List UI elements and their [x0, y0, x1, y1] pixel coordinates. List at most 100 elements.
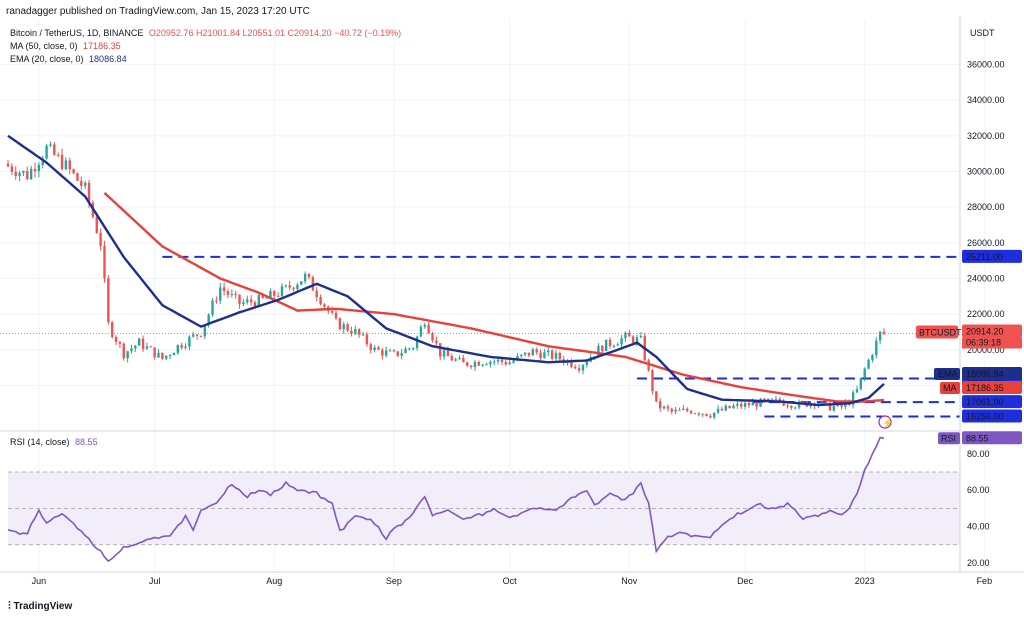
candle-body	[134, 345, 137, 349]
tradingview-logo[interactable]: ⫶ TradingView	[8, 600, 72, 613]
candle-body	[875, 340, 878, 356]
candle-body	[631, 336, 635, 343]
candle-body	[871, 355, 874, 360]
price-tick-label: 28000.00	[967, 202, 1005, 212]
candle-body	[10, 166, 14, 172]
ma-value-tag-bg	[962, 381, 1022, 394]
alert-lightning-icon	[878, 415, 892, 429]
candle-body	[450, 356, 453, 361]
candle-body	[14, 171, 17, 177]
ema-legend[interactable]: EMA (20, close, 0) 18086.84	[10, 54, 127, 64]
candle-body	[458, 357, 461, 360]
candle-body	[500, 359, 504, 363]
rsi-value-tag-bg	[962, 431, 1022, 445]
price-level-tag-bg	[962, 395, 1022, 409]
candle-body	[161, 352, 164, 359]
candle-body	[215, 300, 218, 302]
candle-body	[64, 160, 68, 170]
candle-body	[520, 354, 523, 356]
candle-body	[276, 295, 280, 297]
time-tick-label: Sep	[386, 576, 402, 586]
candle-body	[612, 345, 616, 347]
candle-body	[685, 408, 689, 412]
symbol-legend[interactable]: Bitcoin / TetherUS, 1D, BINANCE O20952.7…	[10, 28, 401, 38]
candle-body	[724, 405, 727, 411]
candle-body	[504, 362, 508, 365]
candle-body	[840, 403, 843, 407]
candle-body	[855, 389, 859, 393]
candle-body	[415, 336, 419, 349]
candle-body	[404, 348, 407, 354]
ema-name-tag-bg	[934, 368, 960, 380]
candle-body	[165, 355, 168, 359]
candle-body	[357, 328, 361, 335]
candle-body	[226, 291, 230, 295]
candle-body	[273, 291, 276, 296]
ma-legend[interactable]: MA (50, close, 0) 17186.35	[10, 41, 121, 51]
candle-body	[674, 409, 677, 412]
candle-body	[508, 362, 511, 365]
candle-body	[431, 333, 434, 341]
price-tick-label: 22000.00	[967, 309, 1005, 319]
candle-body	[188, 336, 191, 347]
candle-body	[195, 334, 199, 336]
candle-body	[319, 297, 322, 305]
candle-body	[373, 347, 376, 351]
candle-body	[767, 398, 770, 401]
candle-body	[168, 355, 172, 357]
candle-body	[531, 349, 535, 356]
ema-legend-value: 18086.84	[89, 54, 127, 64]
candle-body	[126, 351, 129, 359]
rsi-tick-label: 60.00	[967, 485, 990, 495]
candle-body	[523, 352, 527, 355]
candle-body	[292, 287, 295, 290]
candle-body	[732, 405, 735, 409]
ma-legend-value: 17186.35	[83, 41, 121, 51]
candle-body	[821, 401, 824, 405]
time-tick-label: Jul	[149, 576, 161, 586]
candle-body	[720, 408, 724, 411]
rsi-legend-value: 88.55	[75, 437, 98, 447]
candle-body	[307, 273, 311, 278]
candle-body	[535, 349, 538, 353]
candle-body	[554, 352, 558, 359]
time-tick-label: Jun	[32, 576, 47, 586]
candle-body	[330, 311, 334, 313]
candle-body	[635, 337, 639, 343]
candle-body	[342, 324, 345, 330]
candle-body	[662, 406, 666, 409]
candle-body	[49, 144, 52, 146]
candle-body	[400, 353, 403, 356]
symbol-tag: BTCUSDT	[919, 327, 962, 337]
candle-body	[489, 361, 492, 365]
candle-body	[701, 413, 704, 415]
publisher-line: ranadagger published on TradingView.com,…	[6, 6, 310, 17]
candle-body	[882, 331, 886, 334]
rsi-panel	[7, 436, 960, 563]
price-level-tag: 25211.00	[966, 252, 1003, 262]
candle-body	[713, 412, 716, 418]
rsi-legend[interactable]: RSI (14, close) 88.55	[10, 437, 98, 447]
candle-body	[439, 343, 442, 357]
candle-body	[770, 398, 774, 400]
ema-20-line	[7, 134, 885, 407]
candle-body	[682, 408, 685, 410]
last-price-tag-bg	[962, 324, 1022, 338]
price-level-tag: 17061.00	[966, 397, 1004, 407]
rsi-legend-label: RSI (14, close)	[10, 437, 70, 447]
candle-body	[763, 398, 766, 401]
candle-body	[60, 154, 64, 170]
candle-body	[655, 391, 658, 402]
candle-body	[296, 284, 299, 290]
candle-body	[747, 402, 751, 406]
candle-body	[238, 294, 241, 305]
candle-body	[755, 402, 758, 407]
candle-body	[496, 359, 500, 362]
candle-body	[138, 338, 141, 346]
candle-body	[33, 168, 37, 172]
candle-body	[608, 339, 612, 347]
candle-body	[412, 348, 415, 350]
candle-body	[477, 361, 480, 366]
candle-body	[72, 169, 75, 174]
